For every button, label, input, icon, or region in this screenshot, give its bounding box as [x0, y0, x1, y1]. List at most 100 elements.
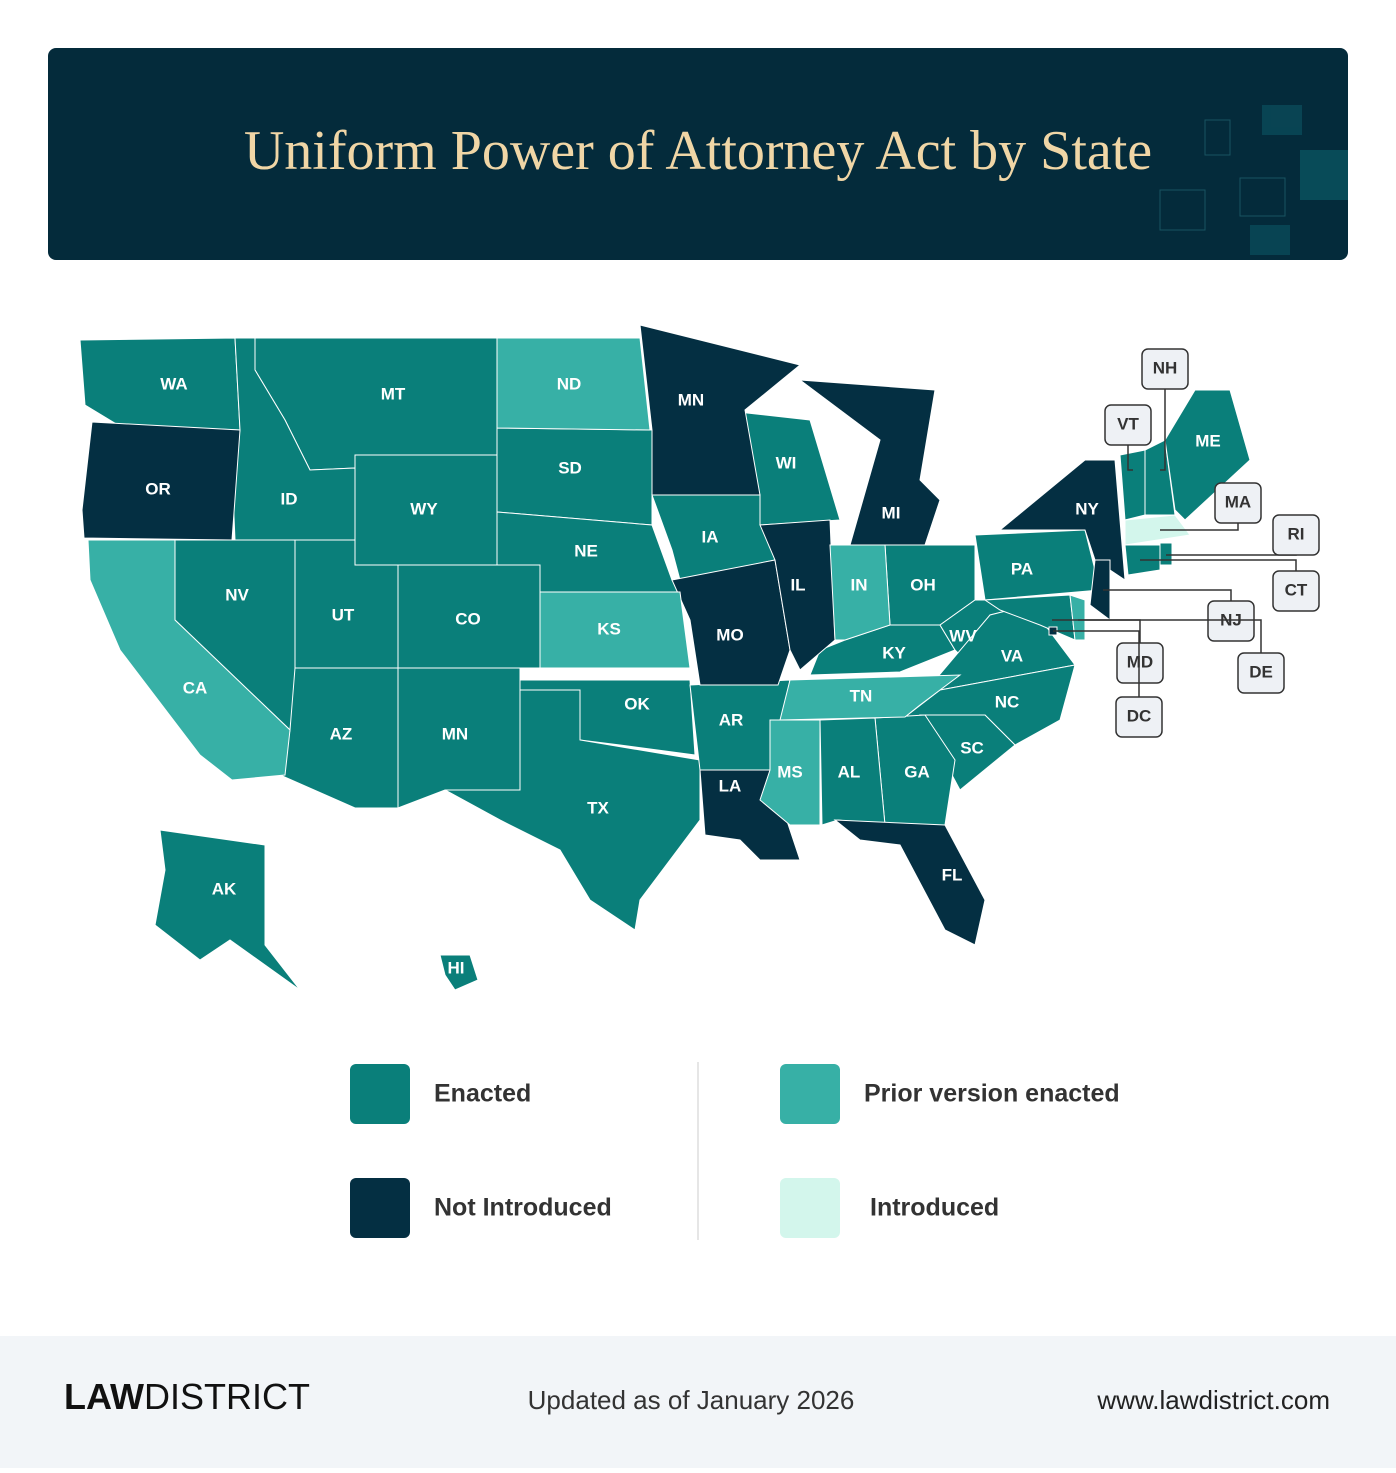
state-shape [759, 719, 821, 826]
state-shape [833, 819, 986, 946]
legend-label: Prior version enacted [864, 1080, 1120, 1108]
state-label: MN [678, 390, 704, 409]
state-shape [81, 421, 241, 541]
callout-box [1141, 348, 1189, 390]
state-shape [1069, 594, 1086, 641]
legend-swatch [780, 1178, 840, 1238]
state-label: CT [1285, 580, 1308, 599]
state-label: ND [557, 374, 582, 393]
legend-label: Not Introduced [434, 1194, 612, 1222]
callout-box [1104, 404, 1152, 446]
state-shape [779, 674, 962, 721]
state-label: NE [574, 541, 598, 560]
state-shape [439, 954, 479, 991]
state-label: MT [381, 384, 406, 403]
state-label: DC [1127, 706, 1152, 725]
state-label: AZ [330, 724, 353, 743]
legend: Enacted Not Introduced Prior version enact… [350, 1064, 1120, 1238]
state-label: AK [212, 879, 237, 898]
callout-leader [1053, 630, 1140, 717]
state-label: DE [1249, 662, 1273, 681]
state-shape [639, 324, 802, 496]
state-shape [496, 337, 651, 431]
state-label: NH [1153, 358, 1178, 377]
state-label: MD [1127, 652, 1153, 671]
state-label: WY [410, 499, 438, 518]
state-shape [1119, 449, 1146, 521]
state-label: VT [1117, 414, 1139, 433]
state-label: CA [183, 678, 208, 697]
state-shape [998, 459, 1126, 581]
website: www.lawdistrict.com [1096, 1385, 1330, 1415]
state-shape [87, 539, 291, 781]
brand-bold: LAW [64, 1376, 144, 1417]
state-label: AR [719, 710, 744, 729]
header-banner [48, 48, 1348, 260]
legend-label: Enacted [434, 1080, 531, 1108]
callout-box [1116, 642, 1164, 684]
state-shape [1164, 389, 1251, 521]
state-label: MA [1225, 492, 1251, 511]
footer [0, 1336, 1396, 1468]
brand-light: DISTRICT [144, 1376, 310, 1417]
legend-label: Introduced [870, 1194, 999, 1222]
state-label: FL [942, 865, 963, 884]
state-label: RI [1288, 524, 1305, 543]
state-label: LA [719, 776, 742, 795]
state-shape [1159, 542, 1173, 566]
title: Uniform Power of Attorney Act by State [244, 120, 1152, 182]
state-label: MI [882, 503, 901, 522]
state-label: WA [160, 374, 187, 393]
state-label: ME [1195, 431, 1221, 450]
brand: LAWDISTRICT [64, 1376, 310, 1417]
state-label: MS [777, 762, 803, 781]
state-label: AL [838, 762, 861, 781]
callout-leader [1160, 369, 1166, 471]
state-label: OH [910, 575, 936, 594]
callout-box [1237, 652, 1285, 694]
legend-swatch [350, 1178, 410, 1238]
state-shape [829, 544, 891, 641]
callout-box [1214, 482, 1262, 524]
state-label: UT [332, 605, 355, 624]
legend-swatch [780, 1064, 840, 1124]
state-label: WI [776, 453, 797, 472]
state-label: IL [790, 575, 805, 594]
state-shape [1124, 514, 1191, 546]
state-label: HI [448, 958, 465, 977]
state-label: NC [995, 692, 1020, 711]
state-label: MO [716, 625, 743, 644]
state-shape [154, 829, 301, 991]
header-decoration [1159, 105, 1348, 255]
state-label: IN [851, 575, 868, 594]
state-label: NY [1075, 499, 1099, 518]
state-label: VA [1001, 646, 1023, 665]
state-label: SD [558, 458, 582, 477]
callout-box [1272, 514, 1320, 556]
state-label: TX [587, 798, 609, 817]
us-map: WA MT ID WY SD NE NV UT CO AZ MN OK TX AR IA WI OH PA KY WV… [79, 324, 1320, 991]
updated-note: Updated as of January 2026 [528, 1385, 855, 1415]
state-shape [759, 519, 836, 671]
state-label: IA [702, 527, 719, 546]
state-shape [974, 529, 1101, 601]
state-label: SC [960, 738, 984, 757]
state-label: GA [904, 762, 930, 781]
state-label: MN [442, 724, 468, 743]
state-label: KY [882, 643, 906, 662]
state-label: CO [455, 609, 481, 628]
state-shape [798, 379, 941, 546]
legend-swatch [350, 1064, 410, 1124]
state-label: NV [225, 585, 249, 604]
state-label: ID [281, 489, 298, 508]
state-label: OK [624, 694, 650, 713]
state-label: OR [145, 479, 171, 498]
callout-box [1272, 570, 1320, 612]
callout-box [1115, 696, 1163, 738]
callout-box [1207, 600, 1255, 642]
state-shape [539, 591, 691, 669]
state-label: WV [949, 626, 977, 645]
state-shape [444, 689, 701, 931]
